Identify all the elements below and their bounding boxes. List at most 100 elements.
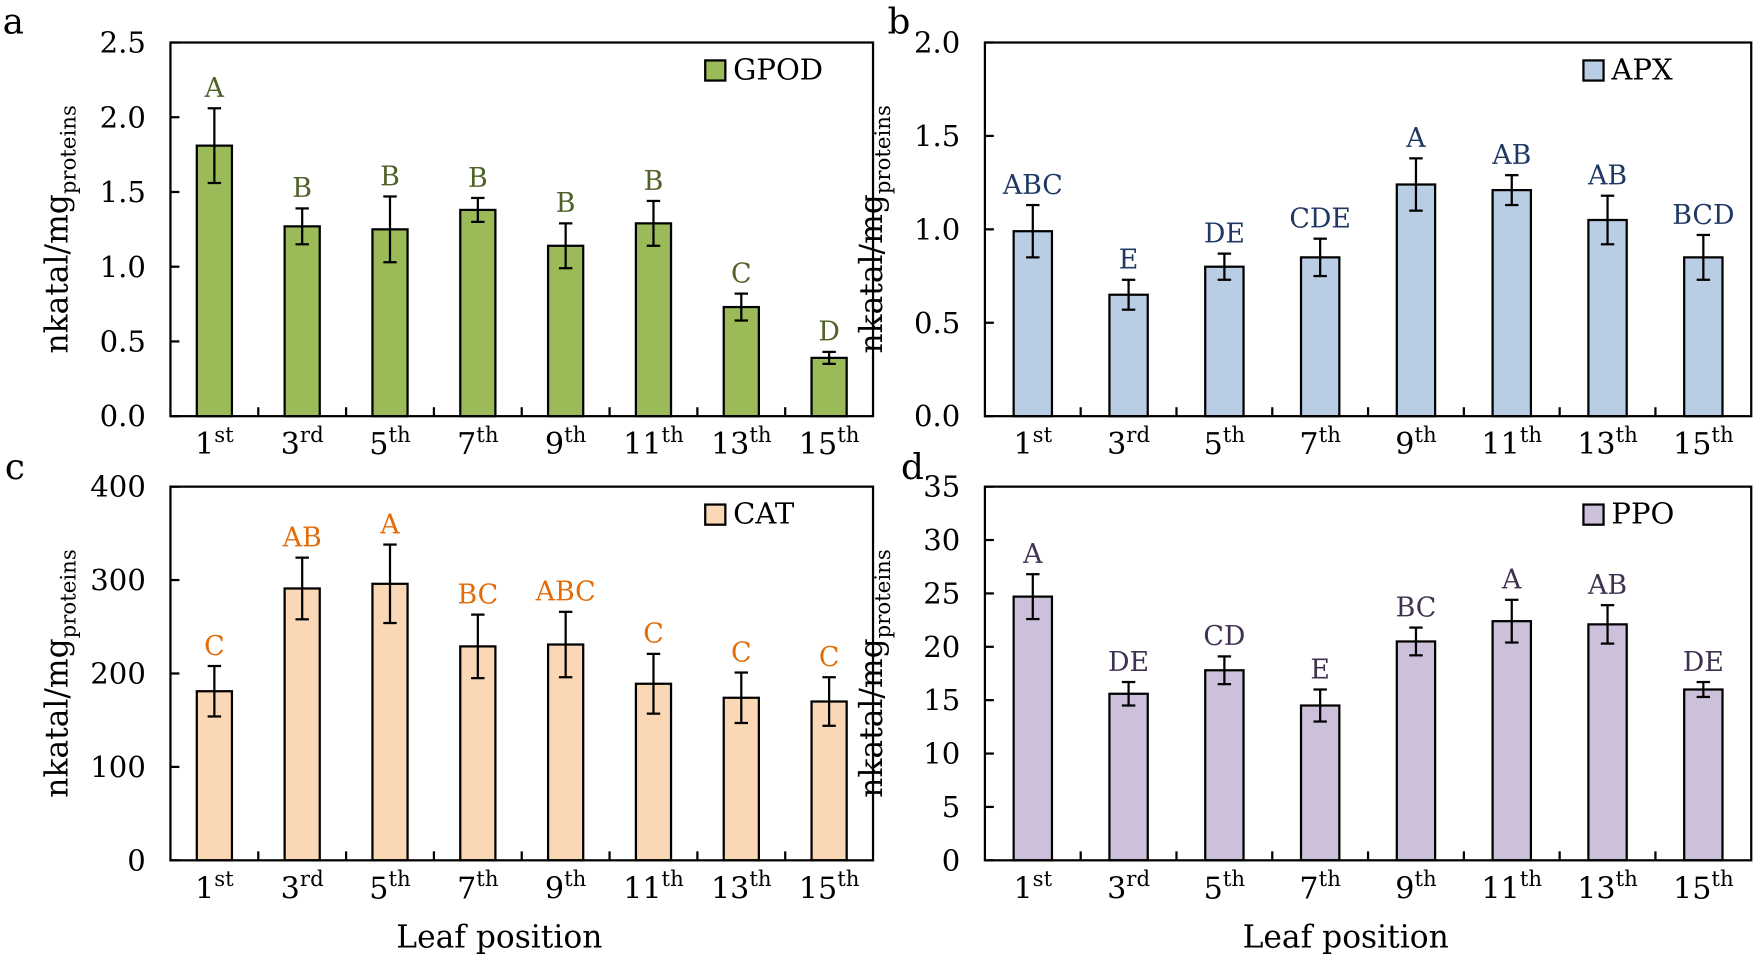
bar xyxy=(1204,265,1245,418)
bar xyxy=(546,244,585,418)
significance-letter: AB xyxy=(1587,570,1627,601)
y-axis-label-sub: proteins xyxy=(871,549,896,638)
bar xyxy=(810,700,848,862)
x-tick-label: 9th xyxy=(1395,867,1437,906)
bar xyxy=(1299,704,1341,862)
bar xyxy=(1587,623,1628,862)
panel-a: a 0.0 0.5 1.0 1.5 2.0 2.5 nkatal/mgproteins A 1st… xyxy=(3,2,875,462)
x-tick-label-sup: th xyxy=(1414,423,1437,448)
x-tick-label: 3rd xyxy=(281,867,324,906)
x-tick-label-sup: th xyxy=(1616,423,1639,448)
significance-letter: ABC xyxy=(535,577,596,608)
significance-letter: AB xyxy=(282,522,322,553)
x-tick-label-sup: th xyxy=(1520,867,1543,892)
x-tick-label: 7th xyxy=(457,423,499,462)
x-axis-label: Leaf position xyxy=(396,920,602,956)
y-tick-label: 1.5 xyxy=(914,119,960,153)
significance-letter: AB xyxy=(1491,140,1531,171)
bar xyxy=(1012,595,1054,862)
legend-swatch xyxy=(704,503,727,526)
significance-letter: A xyxy=(1405,123,1426,154)
x-tick-label-sup: th xyxy=(564,423,587,448)
x-tick-label-sup: st xyxy=(214,867,234,892)
significance-letter: BCD xyxy=(1672,200,1734,231)
y-axis-label-sub: proteins xyxy=(56,105,81,194)
panel-b: b 0.0 0.5 1.0 1.5 2.0 nkatal/mgproteins ABC 1st E… xyxy=(854,2,1753,462)
x-tick-label-sup: th xyxy=(1414,867,1437,892)
legend-swatch xyxy=(1582,503,1605,526)
significance-letter: B xyxy=(556,188,576,219)
x-tick-label: 3rd xyxy=(1107,867,1150,906)
x-tick-label: 1st xyxy=(1013,423,1052,462)
x-tick-label: 7th xyxy=(1299,423,1341,462)
y-tick-label: 0 xyxy=(127,843,146,877)
x-tick-label: 9th xyxy=(545,423,587,462)
significance-letter: DE xyxy=(1108,647,1149,678)
x-tick-label: 15th xyxy=(799,423,860,462)
plot-frame xyxy=(983,41,1753,418)
significance-letter: BC xyxy=(1396,592,1437,623)
significance-letter: A xyxy=(379,509,400,540)
x-tick-label: 5th xyxy=(1204,423,1246,462)
x-tick-label-sup: th xyxy=(1616,867,1639,892)
y-tick-label: 2.5 xyxy=(100,26,146,60)
x-tick-label-sup: th xyxy=(1520,423,1543,448)
y-tick-label: 1.5 xyxy=(100,175,146,209)
x-tick-label-sup: th xyxy=(1319,867,1342,892)
x-tick-label-sup: th xyxy=(1711,423,1734,448)
y-tick-label: 10 xyxy=(923,737,960,771)
x-tick-label: 3rd xyxy=(281,423,324,462)
x-axis-label: Leaf position xyxy=(1243,920,1449,956)
y-tick-label: 0.0 xyxy=(914,399,960,433)
y-tick-label: 0.5 xyxy=(100,325,146,359)
significance-letter: BC xyxy=(457,579,498,610)
x-tick-label: 11th xyxy=(1481,867,1542,906)
significance-letter: E xyxy=(1310,654,1330,685)
x-tick-label: 11th xyxy=(1481,423,1542,462)
x-tick-label: 15th xyxy=(1673,423,1734,462)
x-tick-label-sup: st xyxy=(1033,423,1053,448)
bar xyxy=(722,305,760,418)
y-tick-label: 25 xyxy=(923,576,960,610)
x-tick-label: 13th xyxy=(1577,867,1638,906)
x-tick-label: 1st xyxy=(1013,867,1052,906)
x-tick-label: 15th xyxy=(799,867,860,906)
legend-label: APX xyxy=(1610,52,1673,86)
x-tick-label: 9th xyxy=(1395,423,1437,462)
y-tick-label: 15 xyxy=(923,683,960,717)
x-tick-label-sup: st xyxy=(1033,867,1053,892)
significance-letter: DE xyxy=(1204,218,1245,249)
x-tick-label-sup: rd xyxy=(300,867,324,892)
y-axis-label: nkatal/mgproteins xyxy=(40,549,82,797)
x-tick-label-sup: th xyxy=(476,867,499,892)
bar xyxy=(1587,218,1628,418)
bar xyxy=(1491,188,1533,418)
legend-swatch xyxy=(704,59,727,82)
y-axis-label-sub: proteins xyxy=(871,105,896,194)
y-tick-label: 200 xyxy=(90,657,146,691)
significance-letter: E xyxy=(1119,245,1139,276)
x-tick-label-sup: rd xyxy=(1126,867,1150,892)
y-tick-label: 2.0 xyxy=(100,100,146,134)
bar xyxy=(1299,256,1341,418)
x-tick-label: 15th xyxy=(1673,867,1734,906)
x-tick-label: 3rd xyxy=(1107,423,1150,462)
plot-frame xyxy=(983,485,1753,862)
y-tick-label: 20 xyxy=(923,630,960,664)
x-tick-label: 13th xyxy=(1577,423,1638,462)
y-axis-label: nkatal/mgproteins xyxy=(854,549,896,797)
x-tick-label: 13th xyxy=(711,867,772,906)
y-tick-label: 30 xyxy=(923,523,960,557)
y-tick-label: 1.0 xyxy=(914,212,960,246)
y-tick-label: 35 xyxy=(923,470,960,504)
y-tick-label: 0.0 xyxy=(100,399,146,433)
x-tick-label: 11th xyxy=(623,423,684,462)
x-tick-label-sup: st xyxy=(214,423,234,448)
panel-d: d 0 5 10 15 20 25 30 35 nkatal/mgproteins A 1st DE 3r… xyxy=(854,447,1753,956)
significance-letter: B xyxy=(292,173,312,204)
x-tick-label-sup: th xyxy=(1711,867,1734,892)
significance-letter: C xyxy=(643,619,664,650)
x-tick-label-sup: rd xyxy=(1126,423,1150,448)
bar xyxy=(1683,688,1724,862)
